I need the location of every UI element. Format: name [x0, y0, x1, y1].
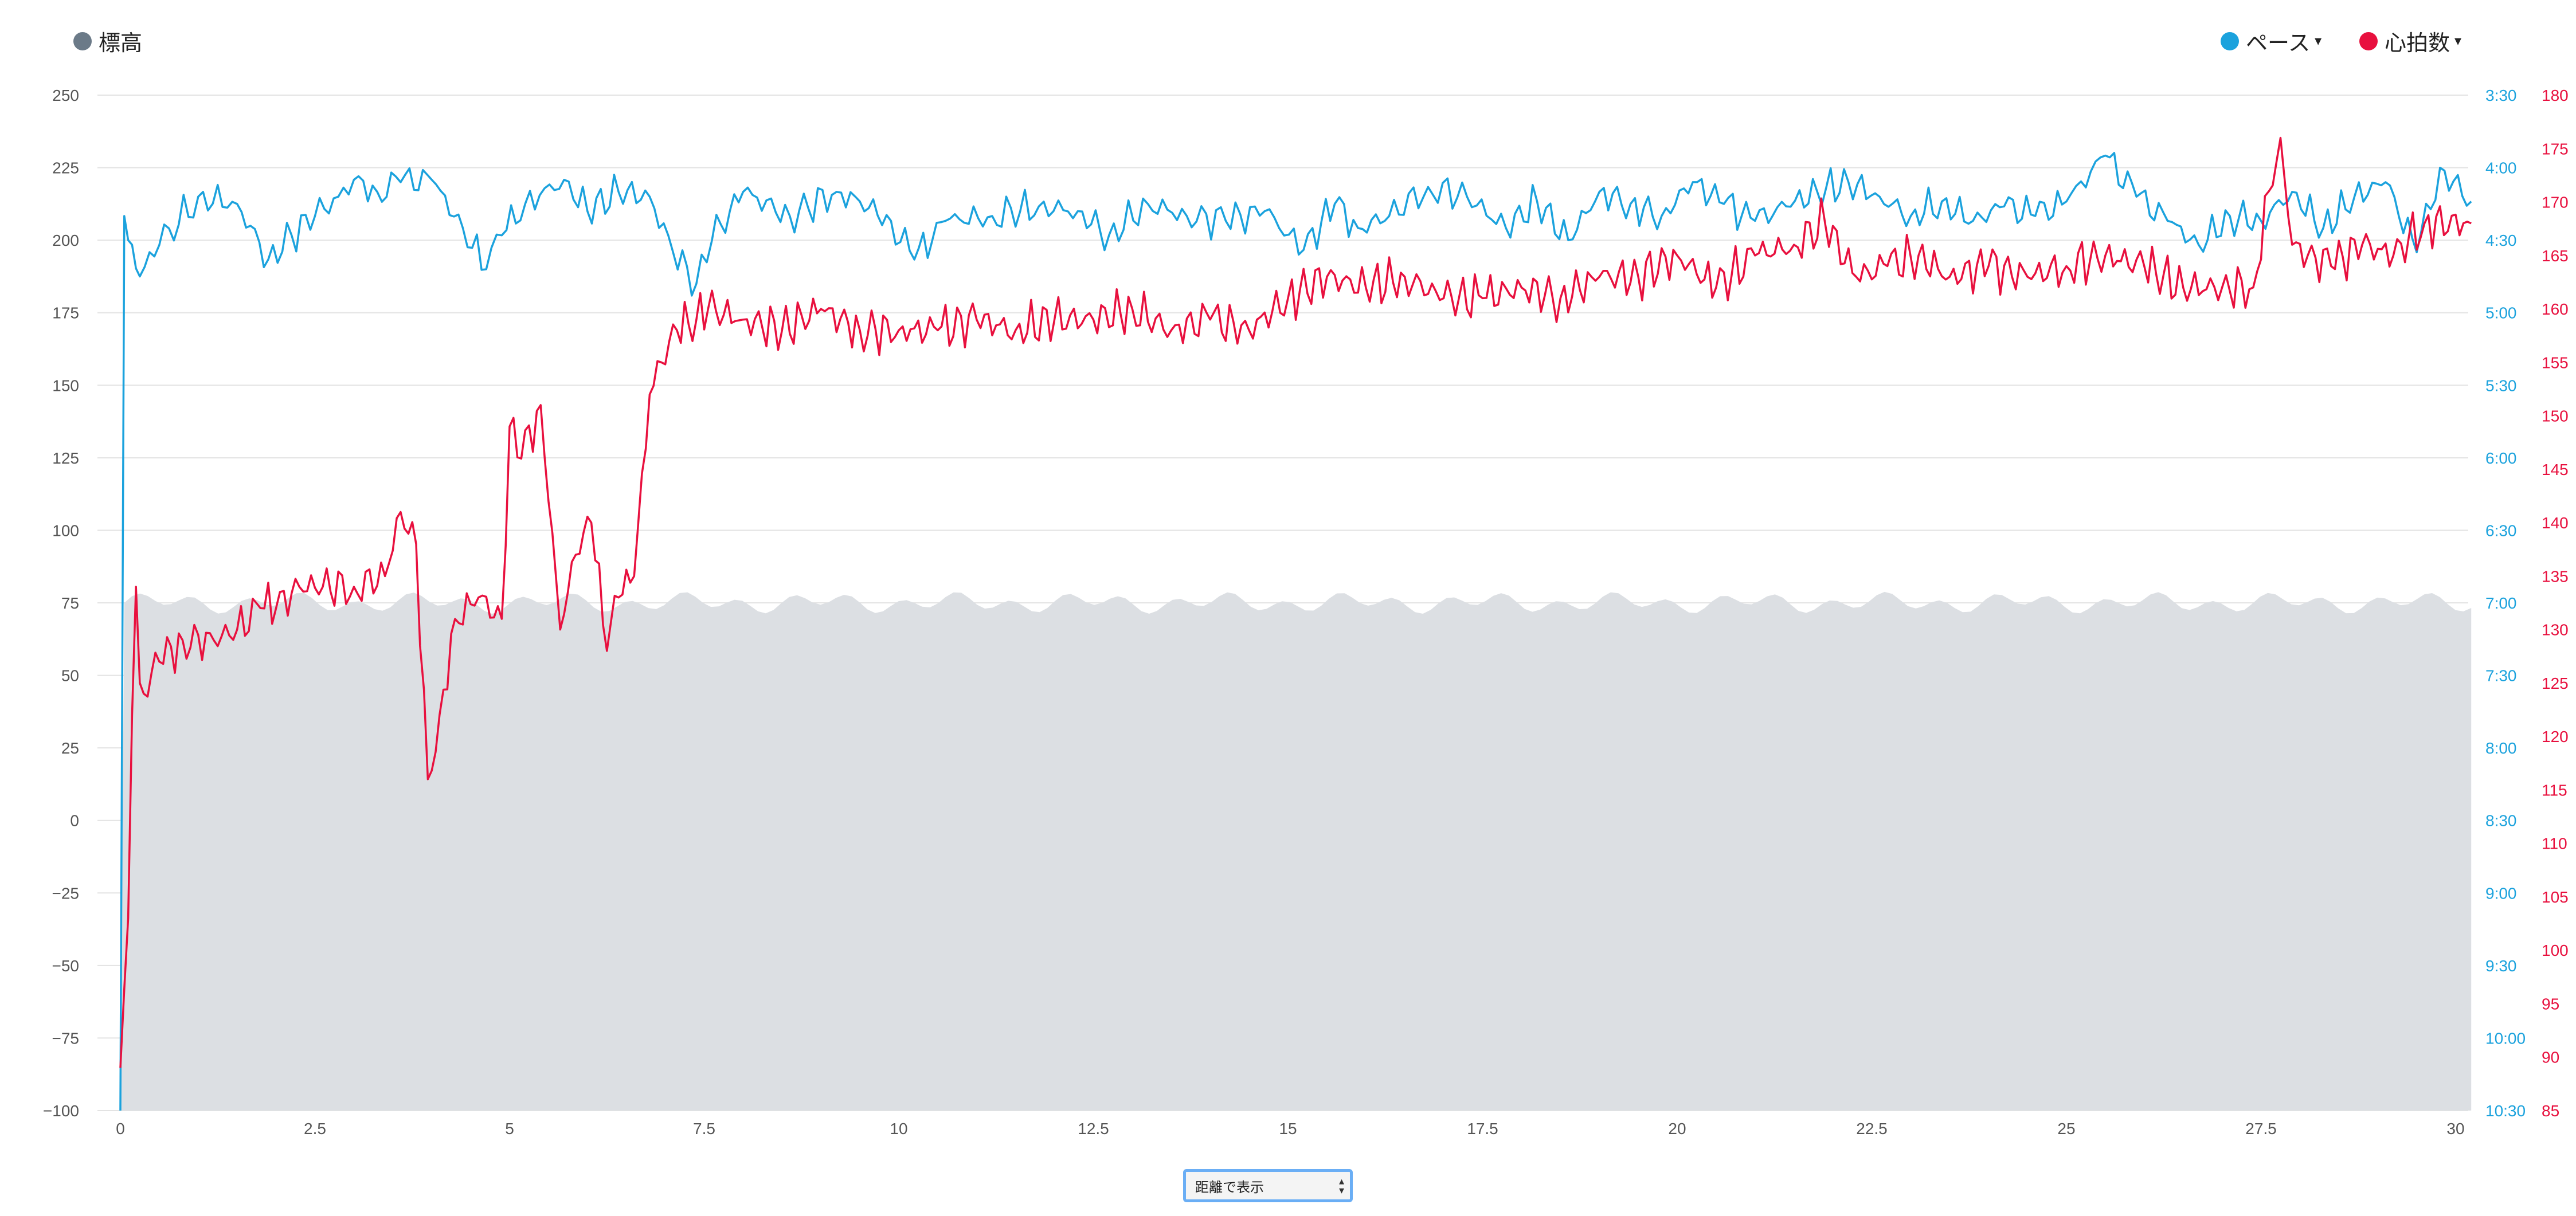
elevation-tick-label: 150: [52, 376, 79, 394]
heart-rate-tick-label: 105: [2542, 888, 2569, 906]
pace-tick-label: 4:00: [2485, 159, 2517, 177]
elevation-tick-label: −75: [52, 1029, 80, 1047]
heart-rate-tick-label: 135: [2542, 567, 2569, 585]
heart-rate-tick-label: 150: [2542, 407, 2569, 425]
heart-rate-tick-label: 90: [2542, 1049, 2559, 1066]
heart-rate-tick-label: 145: [2542, 461, 2569, 478]
distance-tick-label: 12.5: [1078, 1120, 1109, 1137]
pace-tick-label: 4:30: [2485, 232, 2517, 249]
elevation-tick-label: 25: [61, 739, 79, 757]
heart-rate-tick-label: 140: [2542, 514, 2569, 532]
legend-heart-rate-label: 心拍数: [2385, 32, 2450, 56]
pace-tick-label: 8:00: [2485, 739, 2517, 757]
heart-rate-line: [119, 136, 2472, 1068]
distance-tick-label: 2.5: [304, 1120, 326, 1137]
distance-tick-label: 30: [2446, 1120, 2464, 1137]
heart-rate-tick-label: 170: [2542, 194, 2569, 211]
legend-heart-rate[interactable]: 心拍数 ▾: [2359, 25, 2461, 57]
distance-axis-ticks: 0 2.5 5 7.5 10 12.5 15 17.5 20 22.5 25 27.5 30: [116, 1120, 2464, 1137]
distance-tick-label: 22.5: [1856, 1120, 1888, 1137]
elevation-tick-label: 100: [52, 521, 79, 539]
heart-rate-dot-icon: [2359, 32, 2378, 50]
distance-tick-label: 0: [116, 1120, 125, 1137]
pace-tick-label: 3:30: [2485, 87, 2517, 104]
distance-tick-label: 10: [890, 1120, 907, 1137]
elevation-tick-label: −100: [43, 1102, 79, 1120]
distance-tick-label: 17.5: [1467, 1120, 1498, 1137]
pace-tick-label: 5:00: [2485, 304, 2517, 322]
elevation-tick-label: 75: [61, 594, 79, 612]
distance-tick-label: 5: [505, 1120, 514, 1137]
heart-rate-tick-label: 155: [2542, 354, 2569, 371]
distance-tick-label: 27.5: [2245, 1120, 2277, 1137]
elevation-tick-label: −50: [52, 957, 80, 975]
elevation-area-series: [120, 591, 2472, 1111]
pace-tick-label: 5:30: [2485, 376, 2517, 394]
legend-pace-label: ペース: [2246, 32, 2311, 56]
pace-tick-label: 9:30: [2485, 957, 2517, 975]
heart-rate-tick-label: 160: [2542, 300, 2569, 318]
pace-tick-label: 7:00: [2485, 594, 2517, 612]
pace-caret-down-icon[interactable]: ▾: [2315, 33, 2322, 49]
heart-rate-tick-label: 165: [2542, 247, 2569, 265]
elevation-tick-label: 50: [61, 667, 79, 685]
heart-rate-line-series: [119, 136, 2472, 1068]
display-mode-select-value: 距離で表示: [1195, 1179, 1264, 1195]
heart-rate-tick-label: 125: [2542, 674, 2569, 692]
heart-rate-axis-ticks: 180 175 170 165 160 155 150 145 140 135 130 125 120 1…: [2542, 87, 2569, 1120]
heart-rate-tick-label: 130: [2542, 621, 2569, 639]
heart-rate-tick-label: 175: [2542, 140, 2569, 158]
elevation-tick-label: 175: [52, 304, 79, 322]
pace-tick-label: 6:30: [2485, 521, 2517, 539]
distance-tick-label: 7.5: [693, 1120, 715, 1137]
pace-axis-ticks: 3:30 4:00 4:30 5:00 5:30 6:00 6:30 7:00 7:30 8:00…: [2485, 87, 2526, 1120]
legend-elevation-label: 標高: [99, 32, 143, 56]
pace-tick-label: 10:00: [2485, 1029, 2526, 1047]
heart-rate-tick-label: 115: [2542, 781, 2567, 799]
heart-rate-tick-label: 100: [2542, 942, 2569, 959]
heart-rate-tick-label: 180: [2542, 87, 2569, 104]
legend-elevation[interactable]: 標高: [73, 25, 142, 57]
distance-tick-label: 20: [1668, 1120, 1686, 1137]
pace-tick-label: 6:00: [2485, 449, 2517, 467]
elevation-tick-label: 225: [52, 159, 79, 177]
heart-rate-tick-label: 110: [2542, 835, 2567, 853]
distance-tick-label: 15: [1279, 1120, 1297, 1137]
pace-tick-label: 10:30: [2485, 1102, 2526, 1120]
elevation-tick-label: 200: [52, 232, 79, 249]
elevation-dot-icon: [73, 32, 92, 50]
pace-line: [119, 152, 2472, 1111]
distance-tick-label: 25: [2057, 1120, 2075, 1137]
pace-tick-label: 8:30: [2485, 812, 2517, 830]
elevation-axis-ticks: 2502252001751501251007550250−25−50−75−10…: [43, 87, 79, 1120]
heart-rate-tick-label: 95: [2542, 995, 2559, 1013]
updown-arrows-icon: ▴ ▾: [1338, 1175, 1344, 1196]
pace-line-series: [119, 152, 2472, 1111]
elevation-tick-label: 0: [70, 812, 79, 830]
pace-tick-label: 9:00: [2485, 884, 2517, 902]
heart-rate-tick-label: 85: [2542, 1102, 2559, 1120]
pace-tick-label: 7:30: [2485, 667, 2517, 685]
heart-rate-caret-down-icon[interactable]: ▾: [2454, 33, 2462, 49]
heart-rate-tick-label: 120: [2542, 728, 2569, 746]
display-mode-select[interactable]: 距離で表示 ▴ ▾: [1183, 1169, 1353, 1202]
legend-pace[interactable]: ペース ▾: [2221, 25, 2321, 57]
elevation-tick-label: 250: [52, 87, 79, 104]
elevation-tick-label: −25: [52, 884, 80, 902]
elevation-tick-label: 125: [52, 449, 79, 467]
pace-dot-icon: [2221, 32, 2239, 50]
elevation-area: [120, 591, 2472, 1111]
